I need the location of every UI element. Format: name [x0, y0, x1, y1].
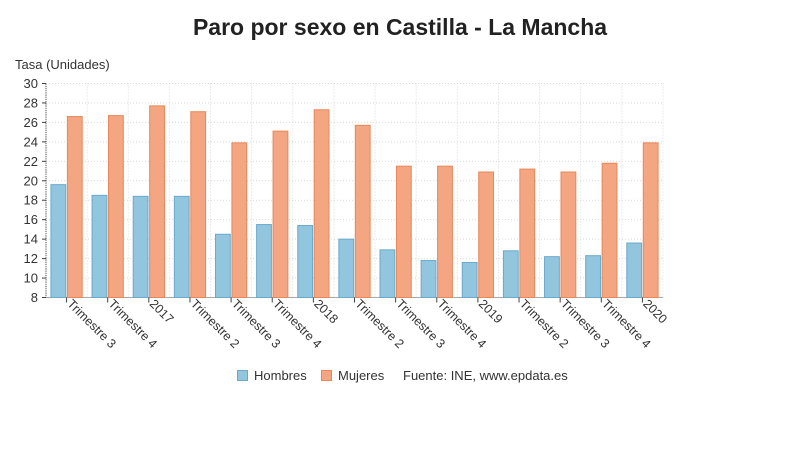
svg-text:28: 28 [24, 95, 38, 110]
svg-text:18: 18 [24, 193, 38, 208]
svg-text:26: 26 [24, 115, 38, 130]
svg-text:8: 8 [31, 290, 38, 305]
svg-text:24: 24 [24, 134, 38, 149]
svg-text:12: 12 [24, 251, 38, 266]
svg-text:30: 30 [24, 76, 38, 91]
svg-text:20: 20 [24, 173, 38, 188]
svg-text:22: 22 [24, 154, 38, 169]
svg-text:16: 16 [24, 212, 38, 227]
svg-text:10: 10 [24, 271, 38, 286]
svg-text:14: 14 [24, 232, 38, 247]
